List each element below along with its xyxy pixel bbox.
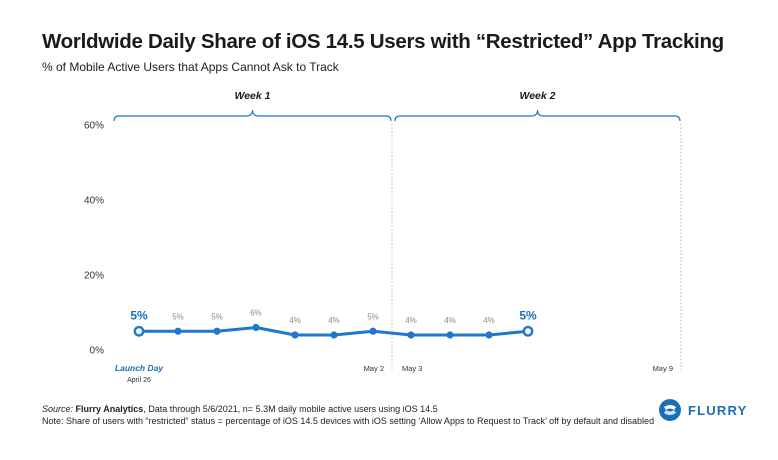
chart-subtitle: % of Mobile Active Users that Apps Canno… (42, 60, 339, 74)
week-1-bracket (113, 109, 392, 122)
data-point (133, 325, 145, 337)
data-label: 5% (172, 312, 184, 321)
data-point (330, 331, 338, 339)
data-point (291, 331, 299, 339)
data-label: 4% (483, 316, 495, 325)
y-tick-label: 0% (90, 346, 105, 357)
source-details: , Data through 5/6/2021, n= 5.3M daily m… (143, 404, 438, 414)
data-label: 5% (367, 312, 379, 321)
flurry-logo-icon (659, 399, 681, 421)
x-label-may-9: May 9 (653, 364, 673, 373)
chart-title: Worldwide Daily Share of iOS 14.5 Users … (42, 30, 724, 53)
source-prefix: Source: (42, 404, 76, 414)
week-2-label: Week 2 (520, 90, 556, 102)
week-1-label: Week 1 (235, 90, 271, 102)
x-label-launch-day: Launch Day (115, 363, 164, 373)
data-label: 4% (289, 316, 301, 325)
x-label-may-2: May 2 (364, 364, 384, 373)
data-label: 4% (444, 316, 456, 325)
data-label: 4% (405, 316, 417, 325)
x-label-may-3: May 3 (402, 364, 422, 373)
footnote: Note: Share of users with “restricted” s… (42, 416, 655, 426)
data-point (446, 331, 454, 339)
data-point (213, 327, 221, 335)
data-label: 5% (130, 308, 148, 322)
source-line: Source: Flurry Analytics, Data through 5… (42, 404, 438, 414)
data-point (407, 331, 415, 339)
data-point (252, 323, 260, 332)
data-label: 5% (211, 312, 223, 321)
data-point (522, 325, 534, 337)
data-point (174, 327, 182, 335)
flurry-logo: FLURRY (658, 398, 747, 422)
week-2-bracket (394, 109, 681, 122)
data-label: 4% (328, 316, 340, 325)
data-label: 6% (250, 309, 262, 318)
y-tick-label: 40% (84, 196, 104, 207)
data-label: 5% (519, 308, 537, 322)
data-point (369, 327, 377, 335)
x-label-april-26: April 26 (127, 377, 151, 384)
data-point (485, 331, 493, 339)
y-tick-label: 60% (84, 121, 104, 132)
y-tick-label: 20% (84, 271, 104, 282)
source-name: Flurry Analytics (75, 404, 144, 414)
flurry-logo-text: FLURRY (688, 402, 748, 418)
